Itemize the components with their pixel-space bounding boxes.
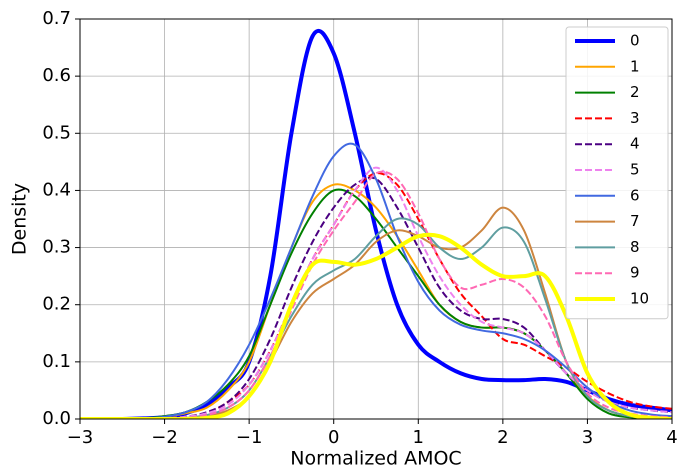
x-tick-label: 0 [328, 427, 339, 448]
legend-label: 9 [630, 264, 640, 282]
legend-label: 8 [630, 238, 640, 256]
x-tick-label: 1 [413, 427, 424, 448]
y-tick-label: 0.1 [42, 351, 71, 372]
y-tick-label: 0.4 [42, 179, 71, 200]
plot-frame [79, 18, 673, 420]
legend-label: 10 [630, 290, 649, 308]
legend-box [565, 26, 669, 320]
y-axis-label: Density [9, 183, 31, 255]
y-tick-label: 0.6 [42, 65, 71, 86]
x-tick-label: −3 [67, 427, 94, 448]
y-tick-label: 0.0 [42, 408, 71, 429]
y-tick-label: 0.5 [42, 122, 71, 143]
x-tick-label: 2 [497, 427, 508, 448]
line [80, 166, 672, 419]
x-tick-label: 4 [666, 427, 677, 448]
legend-label: 2 [630, 83, 640, 101]
legend-label: 3 [630, 109, 640, 127]
legend-label: 7 [630, 212, 640, 230]
x-tick-label: −2 [151, 427, 178, 448]
x-tick-label: −1 [236, 427, 263, 448]
y-tick-label: 0.7 [42, 8, 71, 29]
legend-label: 0 [630, 32, 640, 50]
legend-label: 4 [630, 135, 640, 153]
lines [80, 28, 672, 419]
line [80, 232, 672, 419]
x-axis-label: Normalized AMOC [290, 448, 461, 470]
legend-label: 6 [630, 186, 640, 204]
x-tick-label: 3 [582, 427, 593, 448]
legend: 0 1 2 3 4 5 6 7 8 9 10 [565, 26, 669, 320]
y-tick-label: 0.3 [42, 237, 71, 258]
legend-label: 5 [630, 161, 640, 179]
line [80, 170, 672, 419]
legend-label: 1 [630, 57, 640, 75]
y-tick-label: 0.2 [42, 294, 71, 315]
